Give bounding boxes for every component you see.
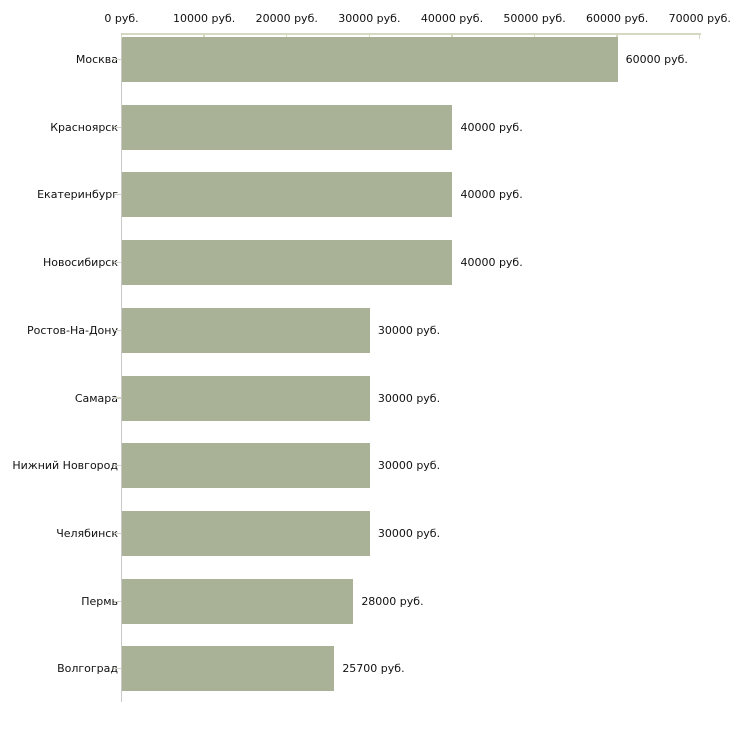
y-axis-tick xyxy=(114,465,121,467)
value-label: 28000 руб. xyxy=(361,594,424,608)
bar xyxy=(122,443,370,489)
x-axis-tick-label: 10000 руб. xyxy=(172,12,236,25)
x-axis-tick xyxy=(699,34,701,39)
bar xyxy=(122,307,370,353)
x-axis-tick-label: 50000 руб. xyxy=(503,12,566,25)
value-label: 25700 руб. xyxy=(342,662,405,676)
x-axis-line xyxy=(120,33,701,35)
category-label: Новосибирск xyxy=(42,256,118,270)
bar xyxy=(122,172,453,218)
value-label: 40000 руб. xyxy=(460,120,523,134)
x-axis-tick xyxy=(120,34,123,39)
y-axis-tick xyxy=(114,58,121,61)
bar xyxy=(122,375,370,421)
y-axis-line xyxy=(120,33,123,702)
category-label: Челябинск xyxy=(56,526,118,540)
category-label: Нижний Новгород xyxy=(12,459,118,473)
x-axis-tick xyxy=(533,34,536,39)
category-label: Волгоград xyxy=(57,662,118,676)
category-label: Пермь xyxy=(81,594,118,608)
y-axis-tick xyxy=(114,397,121,399)
x-axis-tick-label: 30000 руб. xyxy=(338,12,401,25)
x-axis-tick xyxy=(286,34,288,39)
y-axis-tick xyxy=(114,329,121,331)
value-label: 40000 руб. xyxy=(460,188,523,202)
category-label: Ростов-На-Дону xyxy=(26,323,118,337)
y-axis-tick xyxy=(114,194,121,196)
x-axis-tick xyxy=(616,34,618,39)
category-label: Красноярск xyxy=(50,120,118,134)
x-axis-tick-label: 70000 руб. xyxy=(668,12,730,25)
value-label: 30000 руб. xyxy=(377,459,441,473)
bar xyxy=(122,104,453,150)
bar xyxy=(122,578,354,624)
bar xyxy=(122,646,335,692)
y-axis-tick xyxy=(114,668,121,670)
x-axis-tick xyxy=(368,34,371,39)
x-axis-tick-label: 20000 руб. xyxy=(255,12,318,25)
category-label: Самара xyxy=(74,391,118,405)
x-axis-tick xyxy=(203,34,205,39)
value-label: 40000 руб. xyxy=(460,256,523,270)
x-axis-tick-label: 0 руб. xyxy=(104,12,139,25)
value-label: 60000 руб. xyxy=(625,53,688,66)
x-axis-tick xyxy=(451,34,453,39)
y-axis-tick xyxy=(114,532,121,534)
value-label: 30000 руб. xyxy=(377,323,441,337)
y-axis-tick xyxy=(114,262,121,264)
bar xyxy=(122,37,618,82)
category-label: Москва xyxy=(75,53,118,66)
bar xyxy=(122,240,453,286)
category-label: Екатеринбург xyxy=(37,188,118,202)
x-axis-tick-label: 60000 руб. xyxy=(586,12,649,25)
value-label: 30000 руб. xyxy=(377,391,441,405)
bar xyxy=(122,510,370,556)
value-label: 30000 руб. xyxy=(377,526,441,540)
y-axis-tick xyxy=(114,126,121,128)
y-axis-tick xyxy=(114,600,121,602)
x-axis-tick-label: 40000 руб. xyxy=(420,12,484,25)
